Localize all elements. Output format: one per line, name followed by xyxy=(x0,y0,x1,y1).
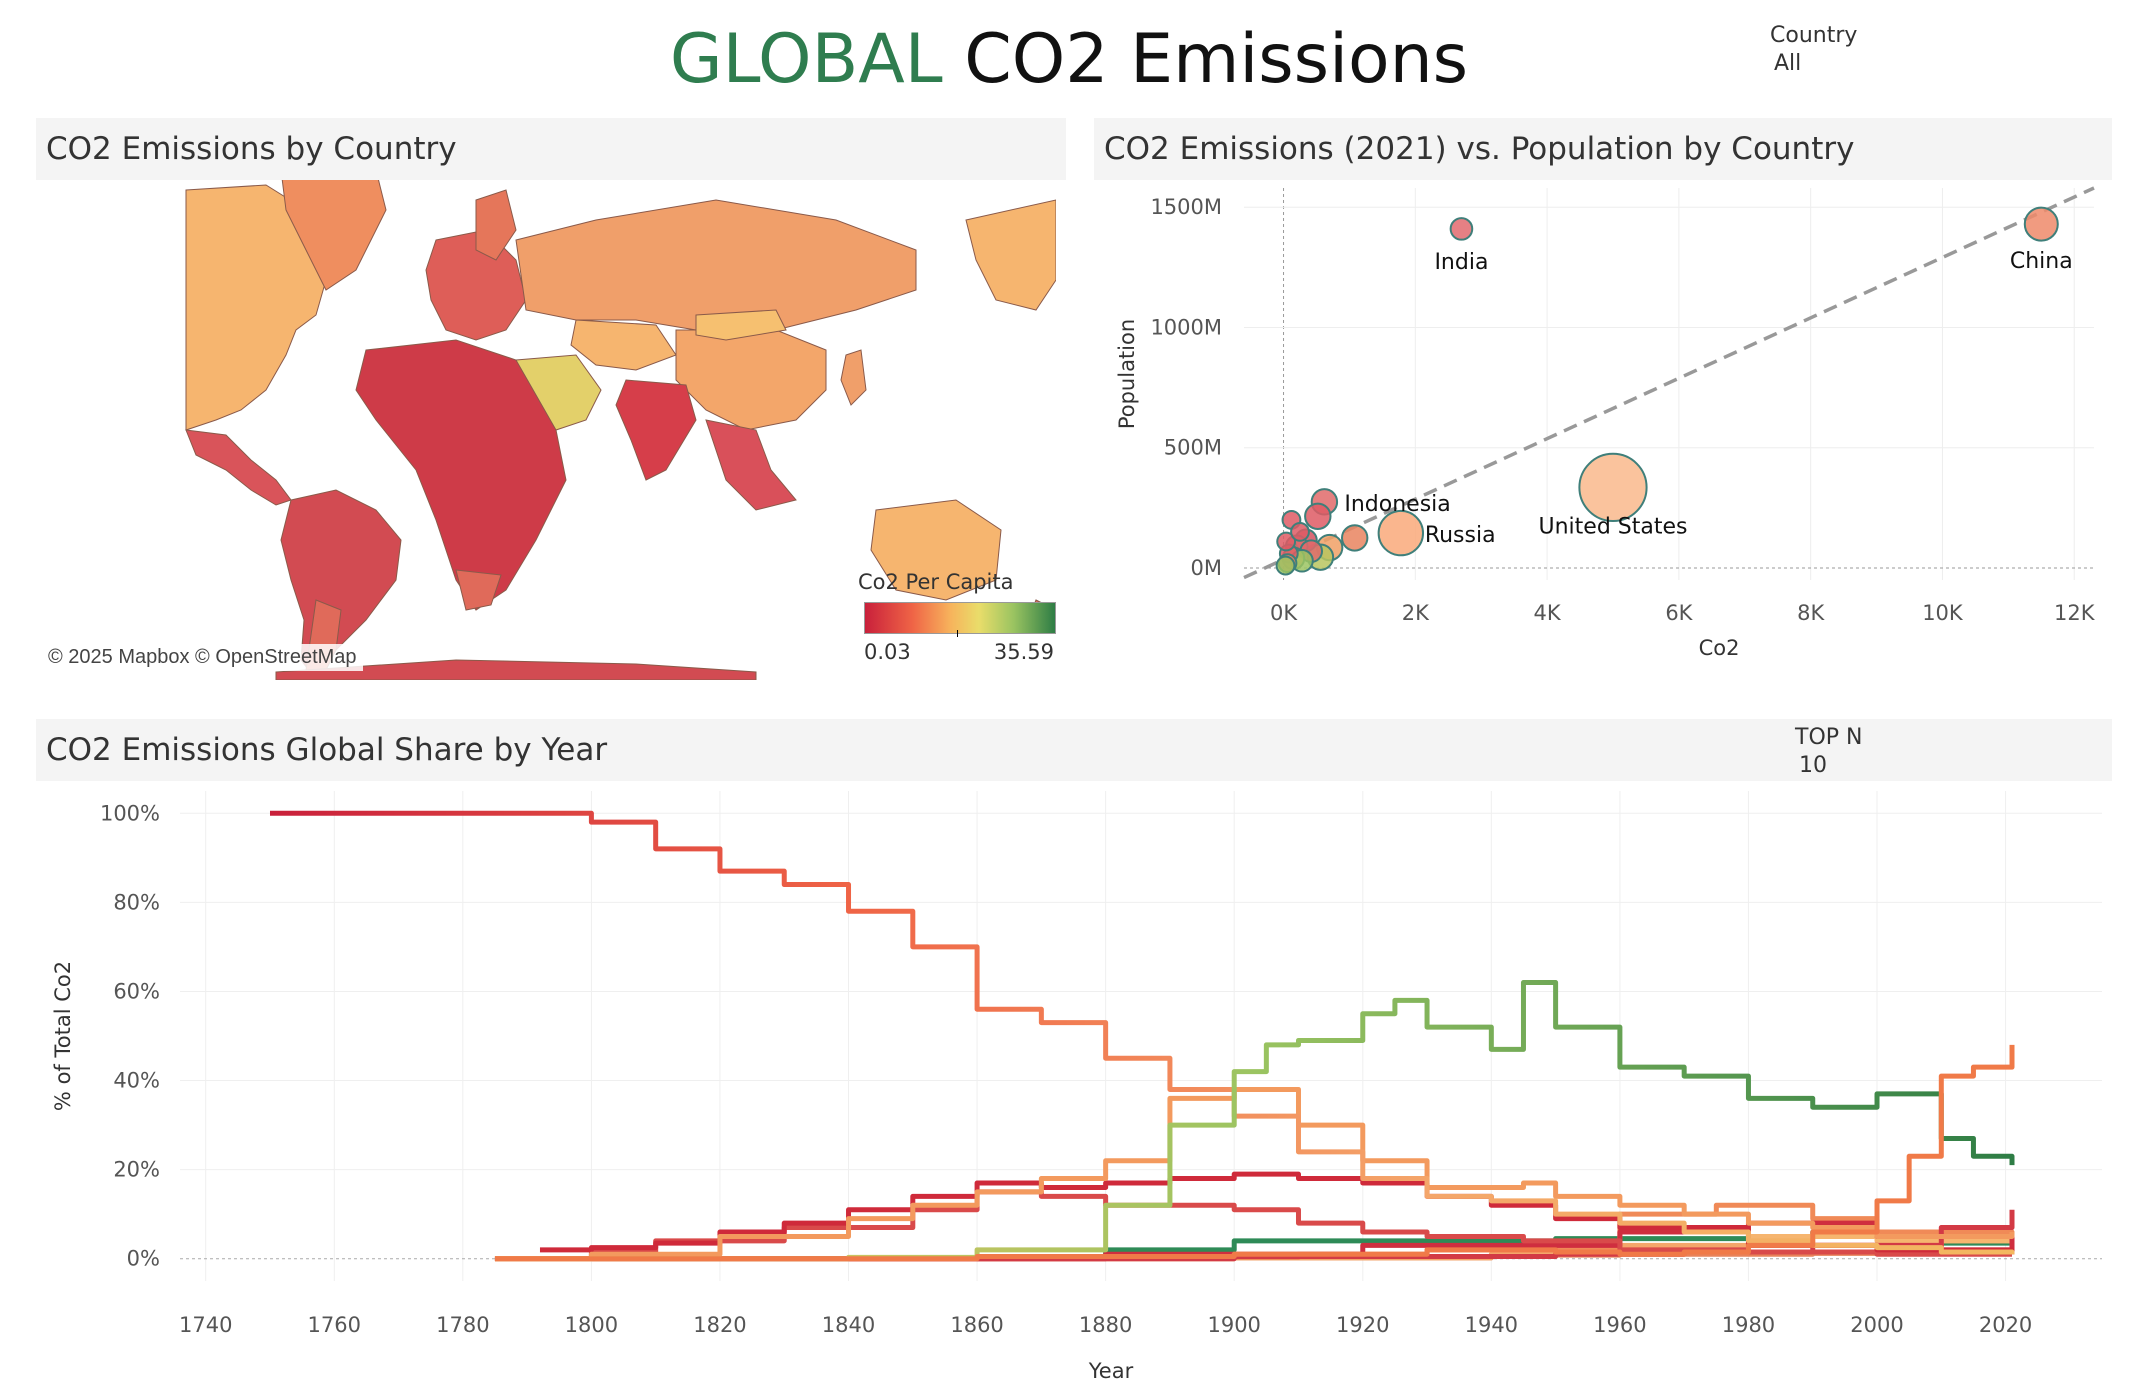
scatter-x-tick-label: 6K xyxy=(1665,601,1693,625)
scatter-y-tick-label: 0M xyxy=(1191,556,1222,580)
title-accent: GLOBAL xyxy=(669,20,943,99)
share-x-tick-label: 1740 xyxy=(179,1313,232,1337)
scatter-point-label: Russia xyxy=(1425,523,1496,548)
scatter-x-tick-label: 10K xyxy=(1922,601,1964,625)
world-map-svg xyxy=(185,180,1056,680)
top-n-filter[interactable]: TOP N 10 xyxy=(1795,724,1862,780)
share-x-axis-label: Year xyxy=(1088,1359,1134,1381)
map-legend-colorbar xyxy=(864,602,1056,634)
map-country-antarctica[interactable] xyxy=(275,659,757,680)
share-x-tick-label: 1920 xyxy=(1336,1313,1389,1337)
map-country-japan[interactable] xyxy=(840,349,867,406)
map-country-russia[interactable] xyxy=(515,199,917,331)
scatter-point[interactable] xyxy=(1276,531,1297,552)
map-country-south-africa[interactable] xyxy=(455,569,502,611)
scatter-x-tick-label: 0K xyxy=(1270,601,1298,625)
share-y-axis-label: % of Total Co2 xyxy=(51,961,75,1111)
map-country-central-america[interactable] xyxy=(185,429,292,506)
share-y-tick-label: 40% xyxy=(113,1069,160,1093)
map-legend-min: 0.03 xyxy=(864,640,911,664)
share-x-tick-label: 1980 xyxy=(1722,1313,1775,1337)
scatter-y-axis-label: Population xyxy=(1115,319,1139,429)
share-series-line[interactable] xyxy=(494,1044,2015,1262)
share-x-tick-label: 1780 xyxy=(436,1313,489,1337)
map-legend-title: Co2 Per Capita xyxy=(858,570,1014,594)
share-x-tick-label: 2020 xyxy=(1979,1313,2032,1337)
country-filter-label: Country xyxy=(1770,23,1858,48)
scatter-point[interactable] xyxy=(1304,502,1332,530)
top-n-filter-value[interactable]: 10 xyxy=(1799,753,1827,778)
scatter-point[interactable] xyxy=(1290,522,1310,542)
map-country-india[interactable] xyxy=(615,379,697,481)
scatter-point-label: United States xyxy=(1539,514,1688,539)
scatter-x-tick-label: 4K xyxy=(1534,601,1562,625)
share-x-tick-label: 1880 xyxy=(1079,1313,1132,1337)
share-series-line[interactable] xyxy=(494,980,2015,1262)
map-panel-title: CO2 Emissions by Country xyxy=(36,118,1066,180)
share-y-tick-label: 80% xyxy=(113,890,160,914)
share-y-tick-label: 20% xyxy=(113,1158,160,1182)
map-country-china[interactable] xyxy=(675,329,827,431)
scatter-point[interactable] xyxy=(1578,452,1648,523)
scatter-x-tick-label: 8K xyxy=(1797,601,1825,625)
share-chart[interactable]: 1740 1760 1780 1800 1820 1840 1860 1880 1900 1920… xyxy=(0,781,2102,1381)
map-country-central-asia[interactable] xyxy=(570,319,677,371)
map-country-greenland[interactable] xyxy=(281,180,387,291)
scatter-point[interactable] xyxy=(1275,555,1296,576)
map-country-scandinavia[interactable] xyxy=(475,189,517,261)
map-country-alaska[interactable] xyxy=(965,199,1056,311)
scatter-y-tick-label: 1000M xyxy=(1150,315,1222,339)
share-series-line[interactable] xyxy=(269,810,2015,1255)
scatter-point-label: Indonesia xyxy=(1344,492,1450,517)
share-series-line[interactable] xyxy=(494,1086,2015,1262)
map-credit[interactable]: © 2025 Mapbox © OpenStreetMap xyxy=(42,644,363,671)
scatter-point[interactable] xyxy=(2023,206,2059,242)
share-y-tick-label: 0% xyxy=(127,1247,160,1271)
share-x-tick-label: 2000 xyxy=(1850,1313,1903,1337)
scatter-x-tick-label: 12K xyxy=(2054,601,2096,625)
scatter-point[interactable] xyxy=(1449,217,1474,241)
page-title: GLOBAL CO2 Emissions xyxy=(0,18,2138,102)
share-y-tick-label: 60% xyxy=(113,979,160,1003)
title-rest: CO2 Emissions xyxy=(942,20,1469,99)
share-panel-title: CO2 Emissions Global Share by Year xyxy=(36,719,2112,781)
share-x-tick-label: 1960 xyxy=(1593,1313,1646,1337)
map-legend-max: 35.59 xyxy=(993,640,1054,664)
scatter-panel-title: CO2 Emissions (2021) vs. Population by C… xyxy=(1094,118,2112,180)
scatter-chart[interactable]: 0K 2K 4K 6K 8K 10K 12K 0M 500M 1000M 1500M China Ind… xyxy=(1094,180,2104,700)
map-country-southeast-asia[interactable] xyxy=(705,419,797,511)
country-filter-value[interactable]: All xyxy=(1774,51,1802,76)
scatter-x-axis-label: Co2 xyxy=(1699,636,1740,660)
share-x-tick-label: 1900 xyxy=(1207,1313,1260,1337)
top-n-filter-label: TOP N xyxy=(1795,725,1863,750)
share-x-tick-label: 1940 xyxy=(1465,1313,1518,1337)
country-filter[interactable]: Country All xyxy=(1770,22,1857,78)
map-country-australia[interactable] xyxy=(870,499,1002,601)
map-legend-tick xyxy=(957,630,958,637)
share-x-tick-label: 1840 xyxy=(822,1313,875,1337)
scatter-point[interactable] xyxy=(1340,524,1369,552)
scatter-point-label: China xyxy=(2010,249,2073,274)
share-x-tick-label: 1820 xyxy=(693,1313,746,1337)
share-x-tick-label: 1800 xyxy=(565,1313,618,1337)
map-country-mongolia[interactable] xyxy=(695,309,787,341)
world-map[interactable] xyxy=(36,180,1056,680)
share-x-tick-label: 1860 xyxy=(950,1313,1003,1337)
scatter-point-label: India xyxy=(1434,250,1488,275)
scatter-x-tick-label: 2K xyxy=(1402,601,1430,625)
scatter-y-tick-label: 500M xyxy=(1164,436,1222,460)
share-y-tick-label: 100% xyxy=(100,801,160,825)
share-x-tick-label: 1760 xyxy=(308,1313,361,1337)
scatter-y-tick-label: 1500M xyxy=(1150,195,1222,219)
scatter-point[interactable] xyxy=(1377,509,1425,557)
scatter-trend-line xyxy=(1243,186,2095,580)
